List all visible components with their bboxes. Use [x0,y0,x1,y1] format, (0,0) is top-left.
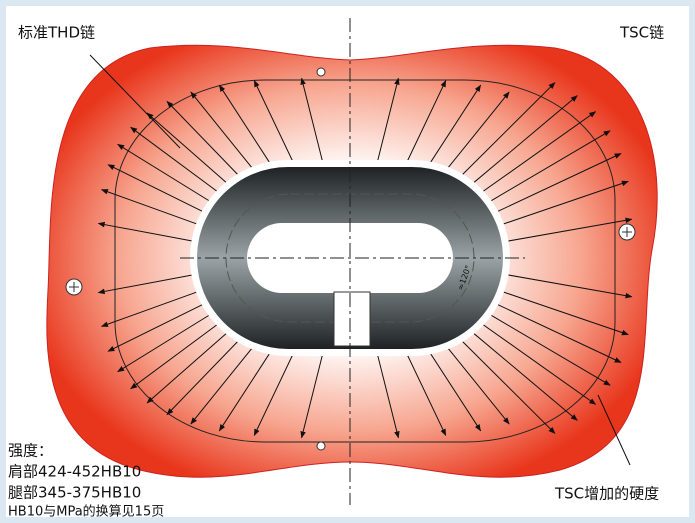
arrow [402,346,447,437]
arrow [166,335,244,416]
arrow [300,347,325,439]
label: TSC链 [619,24,664,42]
arrow [497,180,629,227]
arrow [375,77,400,169]
strength-line: 肩部424-452HB10 [8,463,141,481]
contour-line [114,79,616,443]
arrow [402,79,447,170]
arrow [493,153,622,214]
arrow [97,272,201,295]
label: 标准THD链 [18,24,95,42]
arrow [441,340,510,425]
strength-line: 腿部345-375HB10 [8,484,141,502]
arrow [218,84,276,173]
arrow [146,112,232,187]
arrow [97,221,201,244]
arrow [487,312,611,386]
arrow [441,91,510,176]
arrow [218,343,276,432]
arrow [479,321,597,405]
arrow [375,347,400,439]
arrow [499,217,633,244]
arrow [130,126,221,195]
markers [65,67,636,451]
strength-title: 强度： [8,442,53,460]
arrow [468,95,578,187]
arrow [107,302,207,352]
arrow [424,343,482,432]
arrow [253,79,298,170]
arrow [468,329,578,421]
arrow [424,84,482,173]
arrow [253,346,298,437]
arrow [300,77,325,169]
arrows [97,77,633,439]
label: TSC增加的硬度 [554,485,659,503]
arrow [146,329,232,404]
arrow [117,312,213,373]
weld-block [333,291,371,347]
arrow [479,111,597,195]
arrow [487,130,611,204]
arrow [456,335,556,434]
arrow [493,302,622,363]
leader-line [89,54,181,149]
arrow [100,289,203,327]
arrow [499,272,633,299]
arrow [190,340,259,425]
leader-line [597,394,631,466]
arrow [456,82,556,181]
arrow [497,289,629,336]
arrow [107,164,207,214]
arrow [130,321,221,390]
strength-note: HB10与MPa的换算见15页 [8,504,164,520]
arrow [166,100,244,181]
arrow [100,189,203,227]
arrow [190,91,259,176]
arrow [117,143,213,204]
